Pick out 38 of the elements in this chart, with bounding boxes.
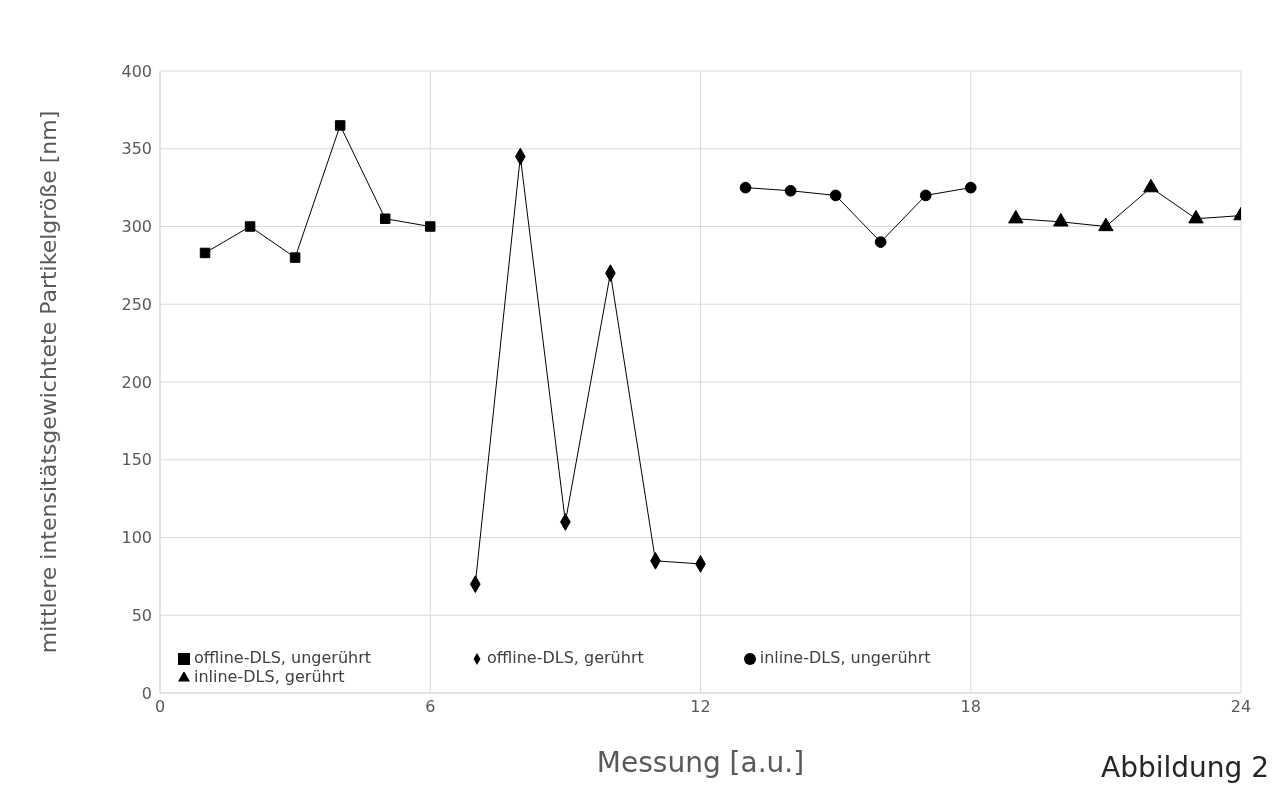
text: Abbildung 2 xyxy=(1100,751,1269,784)
x-tick-label: 12 xyxy=(690,697,711,717)
point xyxy=(1008,209,1024,224)
point xyxy=(784,184,797,197)
point xyxy=(964,181,977,194)
x-tick-label: 0 xyxy=(154,697,166,717)
y-axis-title: mittlere intensitätsgewichtete Partikelgröße [nm] xyxy=(35,110,61,654)
point xyxy=(874,236,887,248)
point xyxy=(334,120,346,131)
point xyxy=(919,189,932,202)
point xyxy=(1053,213,1069,227)
point xyxy=(829,189,842,202)
x-tick-label: 18 xyxy=(960,697,981,717)
y-tick-label: 100 xyxy=(121,528,152,548)
point xyxy=(379,213,391,224)
point xyxy=(739,181,752,194)
y-tick-label: 300 xyxy=(121,217,152,237)
legend-label: inline-DLS, ungerührt xyxy=(759,648,931,667)
point xyxy=(1188,209,1204,224)
legend-label: offline-DLS, gerührt xyxy=(487,648,644,667)
legend-label: offline-DLS, ungerührt xyxy=(194,648,372,667)
point xyxy=(1143,178,1159,193)
legend-label: inline-DLS, gerührt xyxy=(194,667,345,686)
y-tick-label: 400 xyxy=(121,61,152,81)
x-tick-label: 24 xyxy=(1230,697,1252,717)
point xyxy=(425,221,436,232)
point xyxy=(1098,217,1114,232)
x-tick-label: 6 xyxy=(425,697,436,717)
point xyxy=(199,247,211,259)
y-tick-label: 150 xyxy=(121,450,152,470)
y-tick-label: 350 xyxy=(121,139,152,159)
y-tick-label: 50 xyxy=(131,605,152,625)
point xyxy=(244,221,256,232)
y-tick-label: 200 xyxy=(121,372,152,392)
y-tick-label: 0 xyxy=(141,683,152,703)
point xyxy=(289,252,301,263)
x-axis-title: Messung [a.u.] xyxy=(596,746,805,779)
y-tick-label: 250 xyxy=(121,294,152,314)
